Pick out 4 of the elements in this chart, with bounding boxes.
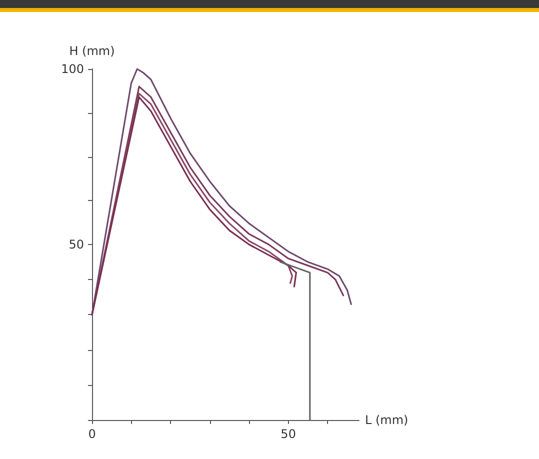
x-tick-label: 0	[88, 427, 96, 441]
y-axis-title: H (mm)	[69, 44, 115, 58]
x-axis-title: L (mm)	[365, 413, 408, 427]
y-tick-label: 100	[61, 62, 84, 76]
